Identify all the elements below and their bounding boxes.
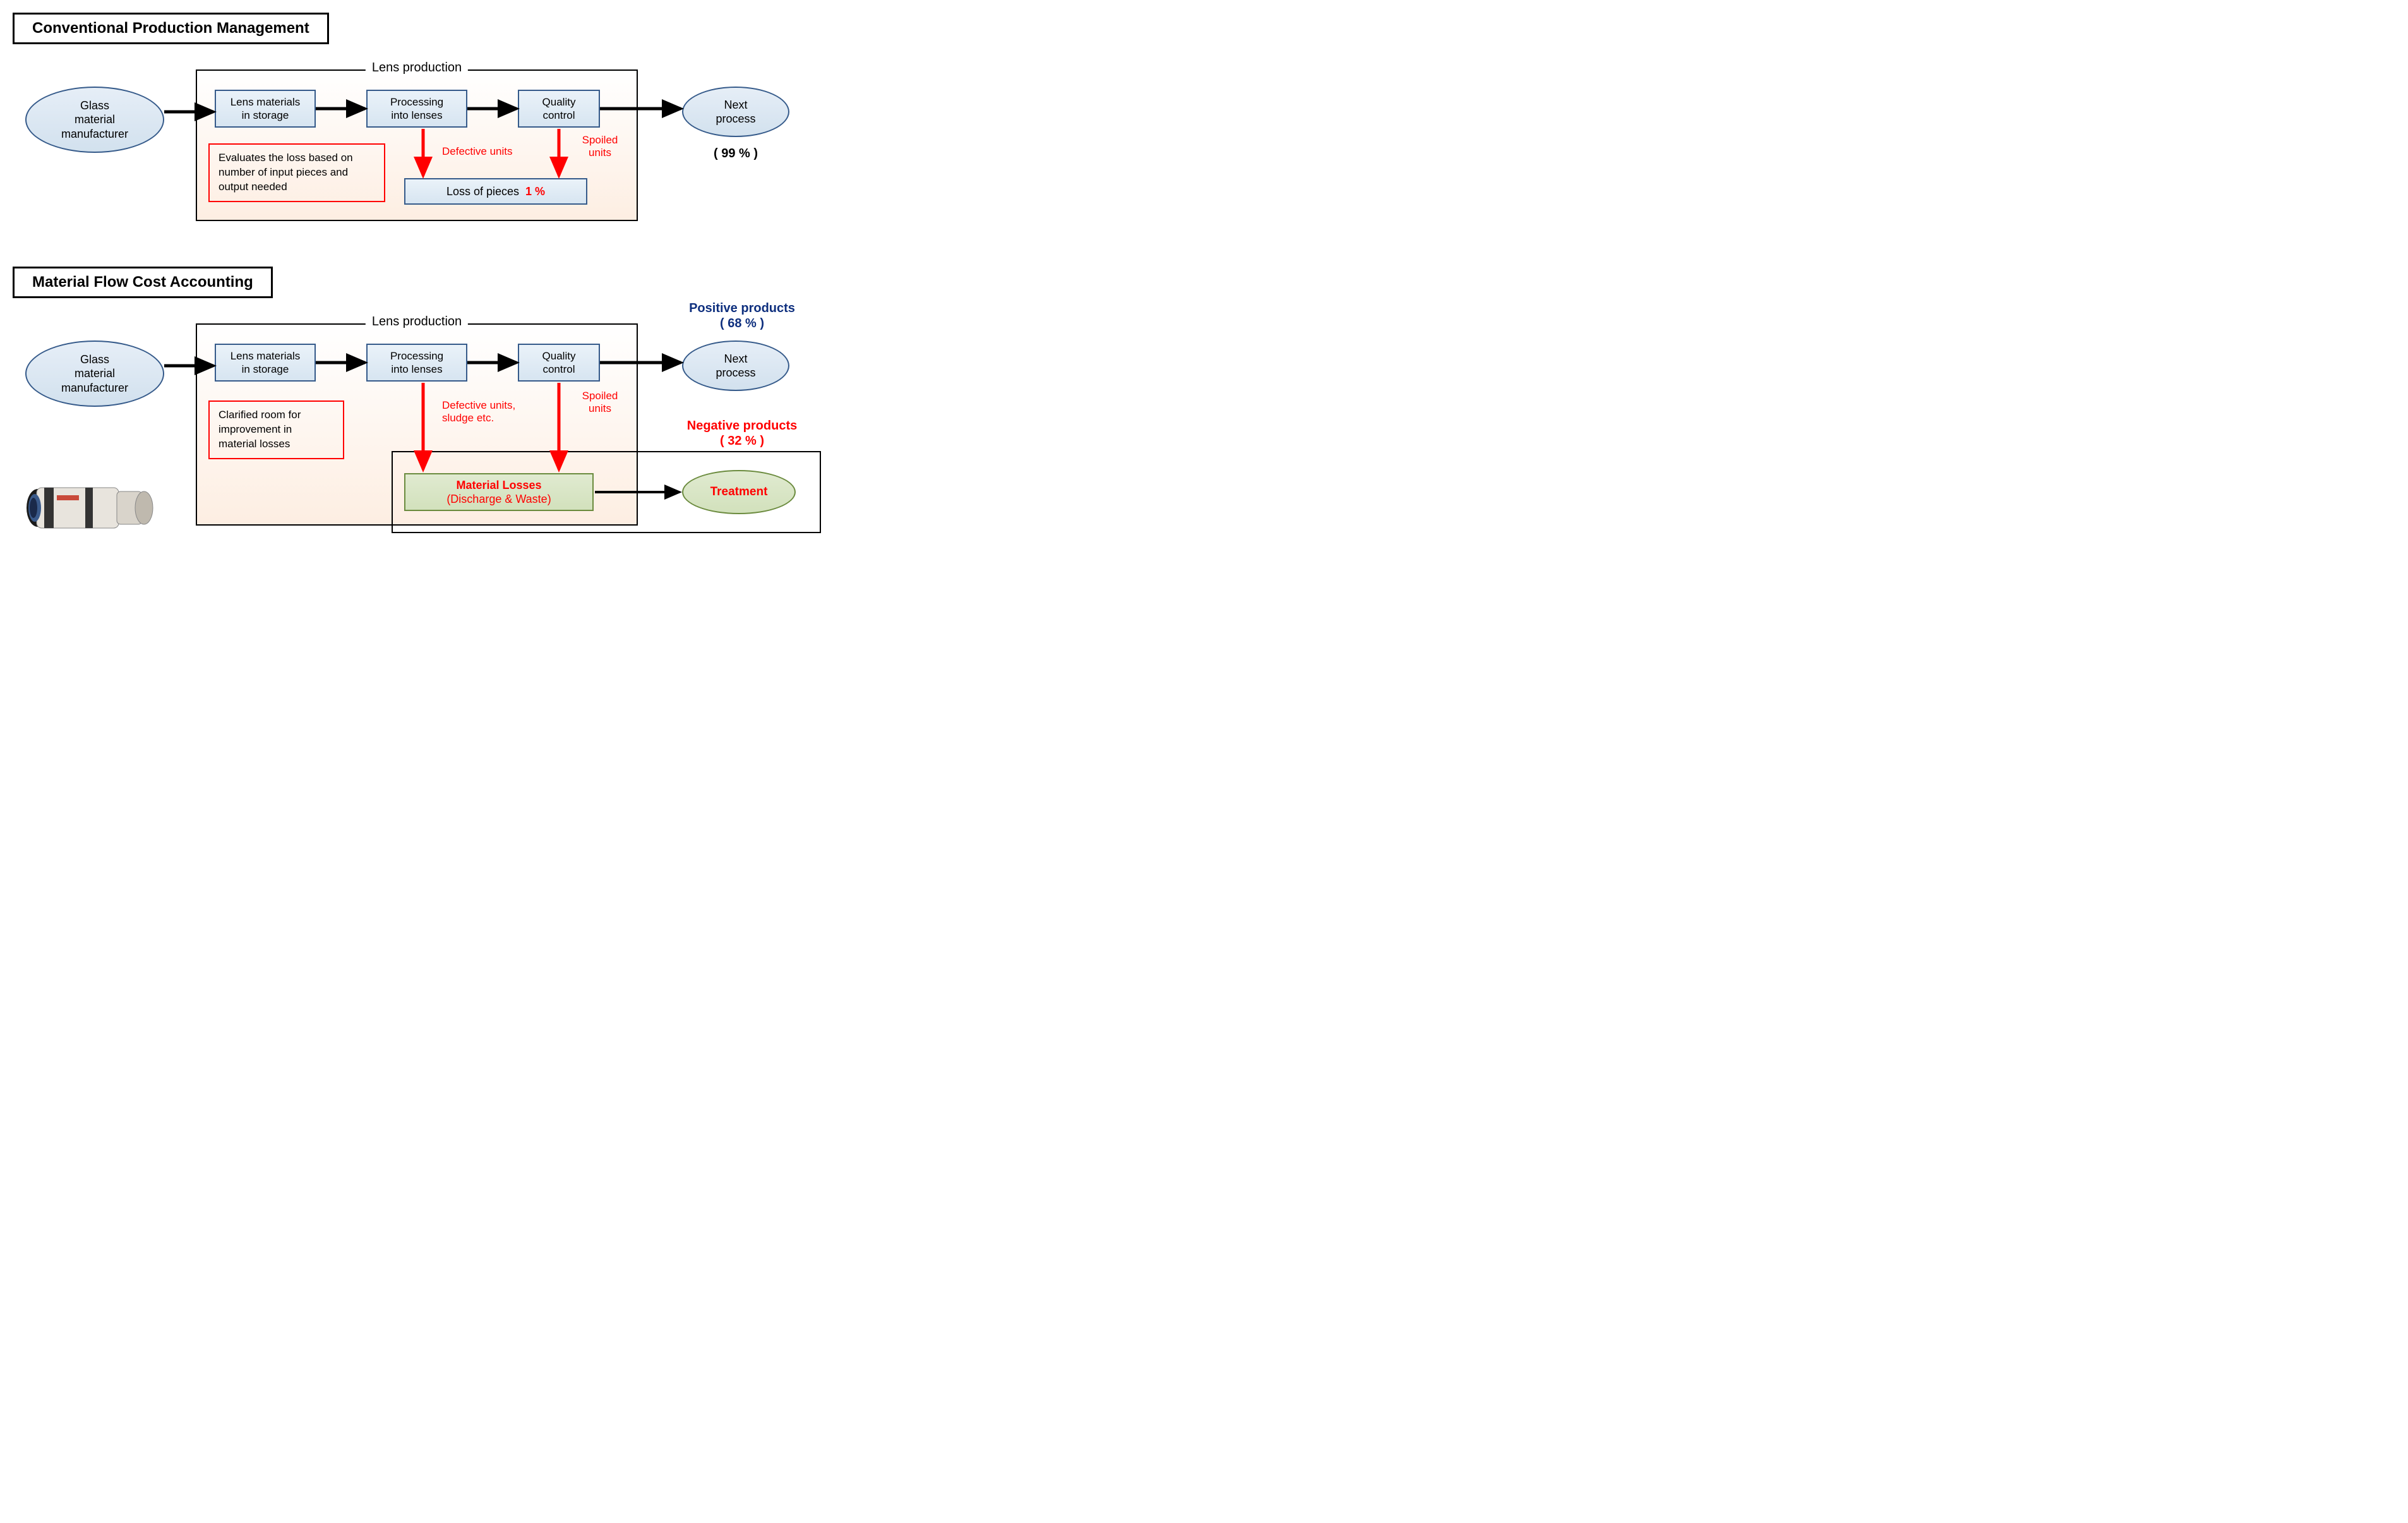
step-storage-top: Lens materials in storage — [215, 90, 316, 128]
conventional-title: Conventional Production Management — [13, 13, 329, 44]
next-process-bot: Next process — [682, 340, 789, 391]
glass-manufacturer-top: Glass material manufacturer — [25, 87, 164, 153]
loss-label: Loss of pieces — [446, 185, 519, 198]
next-process-top: Next process — [682, 87, 789, 137]
mfca-flow: Lens production Glass material manufactu… — [13, 306, 916, 558]
defective-label-bot: Defective units, sludge etc. — [442, 399, 543, 425]
lens-production-label-top: Lens production — [366, 61, 468, 75]
step-processing-bot: Processing into lenses — [366, 344, 467, 382]
step-quality-bot: Quality control — [518, 344, 600, 382]
loss-pct: 1 % — [525, 185, 545, 198]
conventional-section: Conventional Production Management Lens … — [13, 13, 916, 241]
spoiled-label-top: Spoiled units — [572, 134, 628, 160]
loss-box-top: Loss of pieces 1 % — [404, 178, 587, 205]
step-processing-top: Processing into lenses — [366, 90, 467, 128]
treatment-ellipse: Treatment — [682, 470, 796, 514]
step-storage-bot: Lens materials in storage — [215, 344, 316, 382]
material-losses-title: Material Losses — [456, 478, 541, 493]
camera-lens-icon — [19, 476, 158, 543]
conventional-flow: Lens production Glass material manufactu… — [13, 52, 916, 241]
mfca-section: Material Flow Cost Accounting Lens produ… — [13, 267, 916, 558]
note-bot: Clarified room for improvement in materi… — [208, 400, 344, 459]
material-losses-sub: (Discharge & Waste) — [446, 492, 551, 507]
step-quality-top: Quality control — [518, 90, 600, 128]
glass-manufacturer-bot: Glass material manufacturer — [25, 340, 164, 407]
positive-products-label: Positive products ( 68 % ) — [669, 301, 815, 331]
mfca-title: Material Flow Cost Accounting — [13, 267, 273, 298]
defective-label-top: Defective units — [442, 145, 530, 158]
negative-products-label: Negative products ( 32 % ) — [663, 418, 821, 448]
material-losses-box: Material Losses (Discharge & Waste) — [404, 473, 594, 511]
next-process-pct-top: ( 99 % ) — [682, 147, 789, 161]
lens-production-label-bot: Lens production — [366, 315, 468, 329]
note-top: Evaluates the loss based on number of in… — [208, 143, 385, 202]
spoiled-label-bot: Spoiled units — [572, 390, 628, 416]
